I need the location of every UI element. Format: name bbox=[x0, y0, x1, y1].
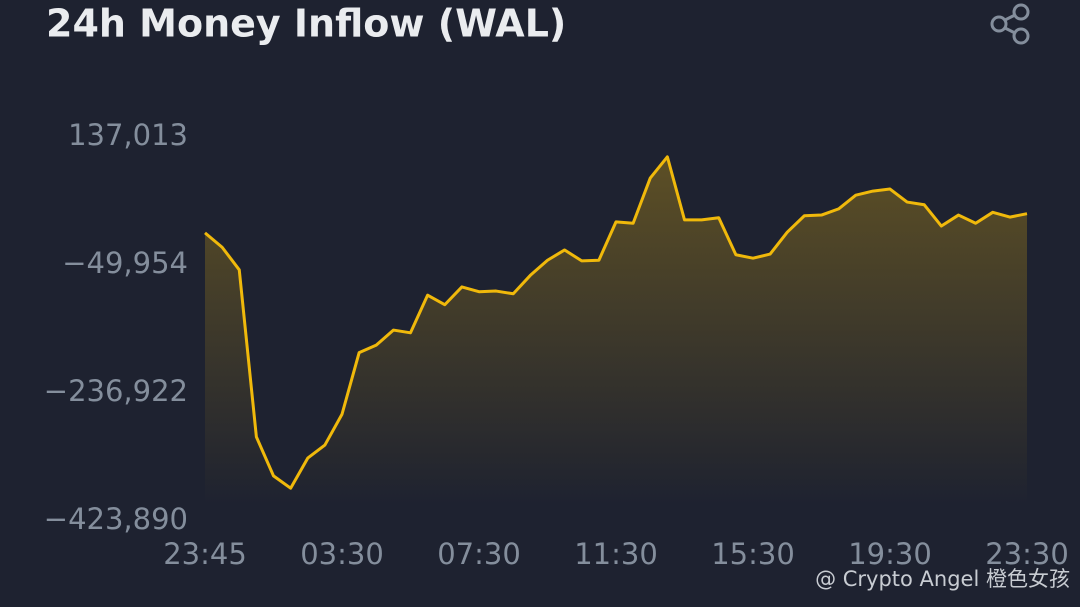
y-tick-label: 137,013 bbox=[68, 118, 188, 152]
y-tick-label: −423,890 bbox=[44, 502, 188, 536]
x-tick-label: 23:45 bbox=[163, 537, 247, 571]
x-tick-label: 03:30 bbox=[300, 537, 384, 571]
x-tick-label: 11:30 bbox=[574, 537, 658, 571]
y-tick-label: −49,954 bbox=[62, 246, 188, 280]
x-tick-label: 23:30 bbox=[985, 537, 1069, 571]
watermark: @ Crypto Angel 橙色女孩 bbox=[815, 567, 1070, 591]
chart-title: 24h Money Inflow (WAL) bbox=[46, 2, 566, 46]
share-icon[interactable] bbox=[990, 3, 1030, 45]
line bbox=[204, 155, 1028, 490]
x-tick-label: 19:30 bbox=[848, 537, 932, 571]
y-tick-label: −236,922 bbox=[44, 374, 188, 408]
x-tick-label: 15:30 bbox=[711, 537, 795, 571]
x-tick-label: 07:30 bbox=[437, 537, 521, 571]
area-fill bbox=[205, 156, 1027, 505]
